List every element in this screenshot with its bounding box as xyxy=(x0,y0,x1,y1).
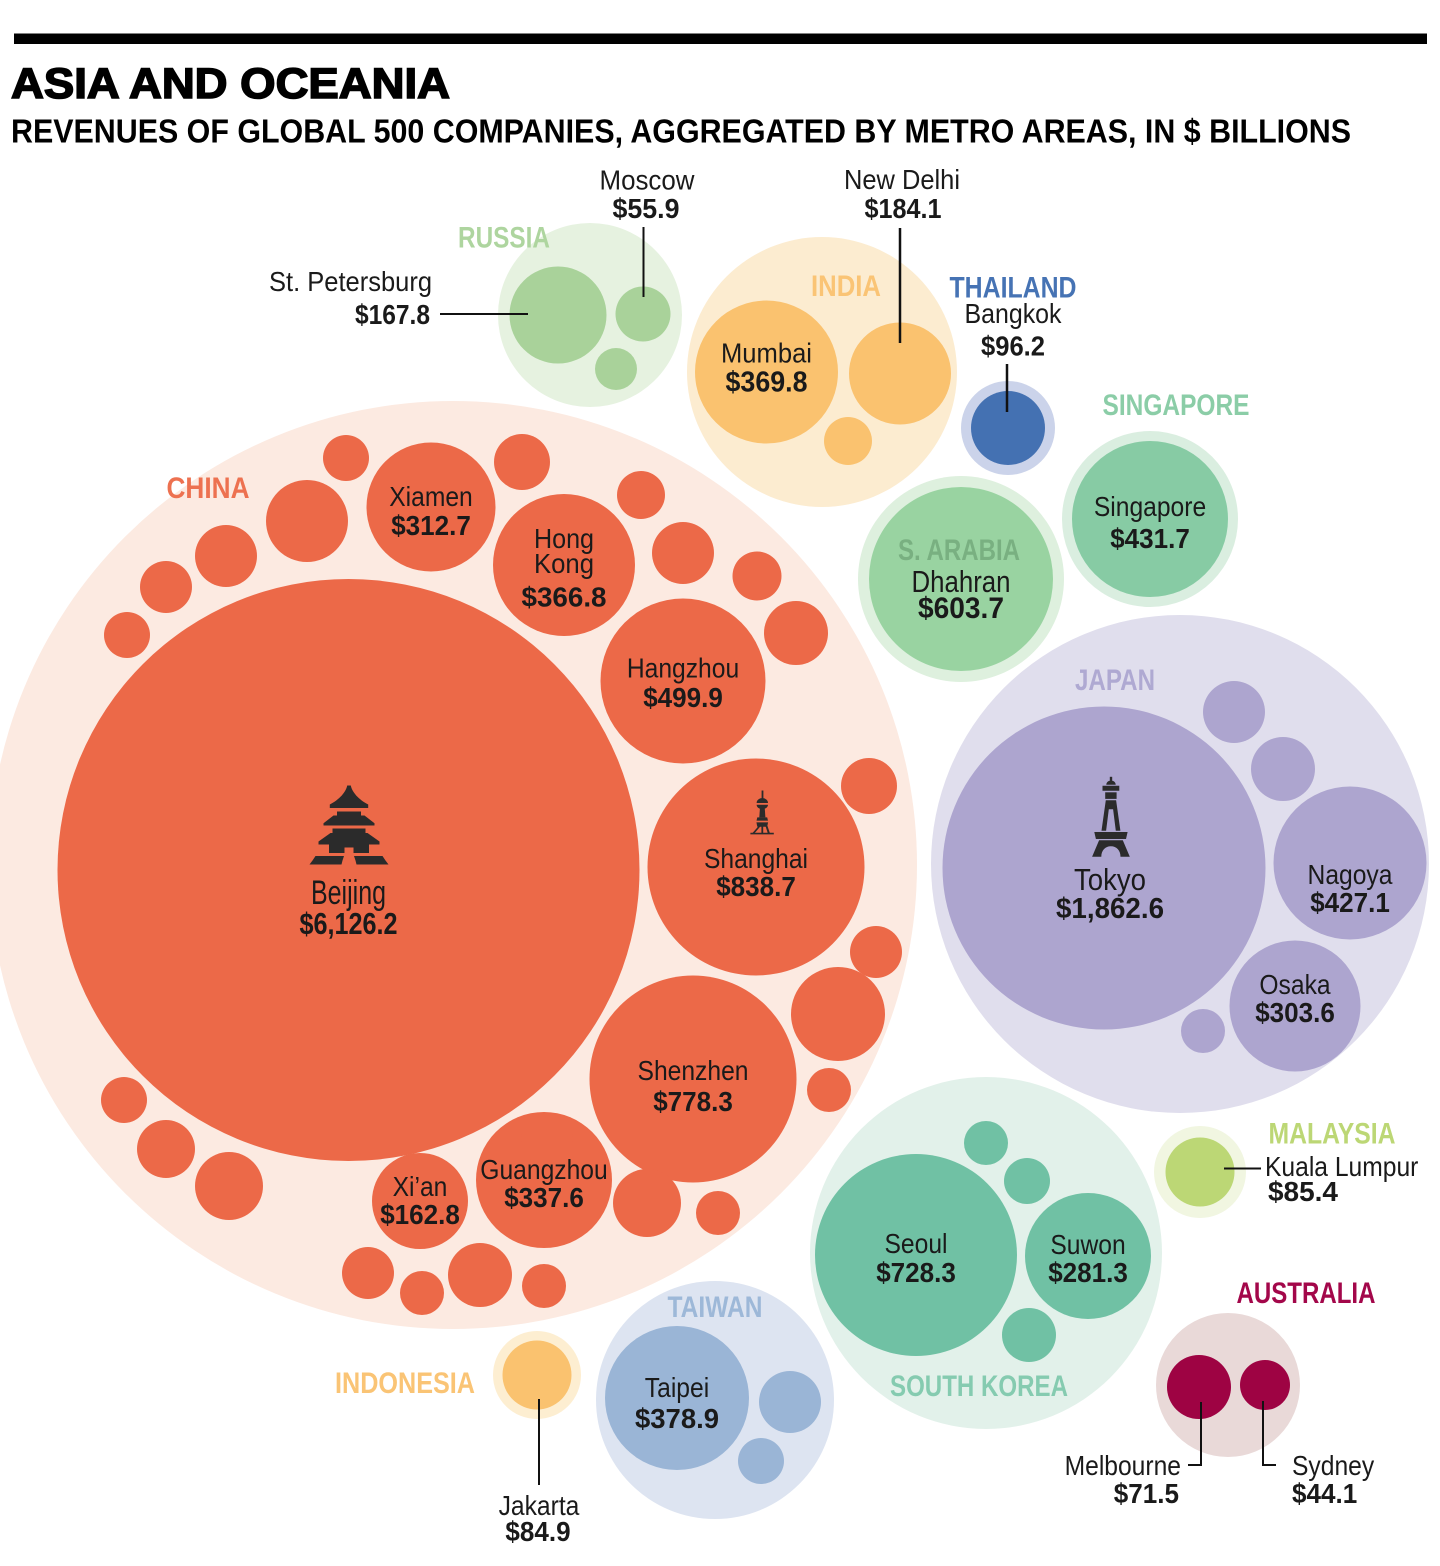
svg-text:Taipei: Taipei xyxy=(645,1372,709,1403)
svg-text:Kuala Lumpur: Kuala Lumpur xyxy=(1265,1151,1418,1182)
svg-text:Sydney: Sydney xyxy=(1292,1450,1374,1481)
svg-text:Kong: Kong xyxy=(534,548,594,579)
svg-text:Suwon: Suwon xyxy=(1050,1229,1125,1260)
svg-text:RUSSIA: RUSSIA xyxy=(458,222,550,255)
svg-text:New Delhi: New Delhi xyxy=(844,164,960,195)
svg-text:Xi’an: Xi’an xyxy=(393,1171,448,1202)
svg-text:$778.3: $778.3 xyxy=(653,1086,733,1117)
svg-text:Bangkok: Bangkok xyxy=(965,298,1063,329)
svg-text:$378.9: $378.9 xyxy=(635,1403,719,1434)
svg-text:$167.8: $167.8 xyxy=(355,299,430,330)
svg-text:Beijing: Beijing xyxy=(311,874,386,912)
svg-text:$838.7: $838.7 xyxy=(716,871,796,902)
svg-text:$184.1: $184.1 xyxy=(865,193,942,224)
svg-text:$427.1: $427.1 xyxy=(1310,887,1390,918)
svg-text:St. Petersburg: St. Petersburg xyxy=(269,266,432,297)
svg-text:Shanghai: Shanghai xyxy=(704,843,808,874)
svg-text:$44.1: $44.1 xyxy=(1292,1478,1357,1509)
svg-text:REVENUES OF GLOBAL 500 COMPANI: REVENUES OF GLOBAL 500 COMPANIES, AGGREG… xyxy=(11,113,1351,150)
svg-text:Osaka: Osaka xyxy=(1259,969,1331,1000)
svg-text:$1,862.6: $1,862.6 xyxy=(1056,893,1164,925)
svg-text:$603.7: $603.7 xyxy=(918,592,1004,625)
svg-text:JAPAN: JAPAN xyxy=(1075,664,1155,697)
svg-text:$96.2: $96.2 xyxy=(981,331,1045,362)
svg-text:$162.8: $162.8 xyxy=(380,1199,460,1230)
svg-text:S. ARABIA: S. ARABIA xyxy=(898,534,1020,567)
svg-text:ASIA AND OCEANIA: ASIA AND OCEANIA xyxy=(11,60,450,108)
svg-text:$337.6: $337.6 xyxy=(504,1182,584,1213)
svg-text:$728.3: $728.3 xyxy=(876,1257,956,1288)
svg-text:Melbourne: Melbourne xyxy=(1065,1450,1181,1481)
svg-text:$431.7: $431.7 xyxy=(1110,523,1190,554)
svg-text:$303.6: $303.6 xyxy=(1255,997,1335,1028)
svg-text:Dhahran: Dhahran xyxy=(912,564,1011,599)
svg-text:$6,126.2: $6,126.2 xyxy=(300,906,398,941)
svg-text:$281.3: $281.3 xyxy=(1048,1257,1128,1288)
svg-text:$366.8: $366.8 xyxy=(522,582,607,613)
svg-text:Hong: Hong xyxy=(534,523,594,554)
svg-text:Singapore: Singapore xyxy=(1094,491,1206,522)
svg-text:Mumbai: Mumbai xyxy=(721,338,812,369)
svg-text:$85.4: $85.4 xyxy=(1268,1176,1338,1207)
svg-text:INDONESIA: INDONESIA xyxy=(335,1367,475,1400)
svg-text:AUSTRALIA: AUSTRALIA xyxy=(1237,1277,1376,1310)
svg-text:THAILAND: THAILAND xyxy=(950,272,1077,305)
svg-text:$499.9: $499.9 xyxy=(643,682,723,713)
svg-text:Shenzhen: Shenzhen xyxy=(638,1055,749,1086)
svg-text:Moscow: Moscow xyxy=(600,165,696,196)
svg-text:$84.9: $84.9 xyxy=(505,1516,570,1547)
svg-text:$55.9: $55.9 xyxy=(613,193,680,224)
svg-text:Jakarta: Jakarta xyxy=(499,1490,580,1521)
svg-text:$312.7: $312.7 xyxy=(391,510,471,541)
svg-text:Tokyo: Tokyo xyxy=(1074,862,1146,897)
svg-text:Nagoya: Nagoya xyxy=(1308,859,1393,890)
svg-text:SOUTH KOREA: SOUTH KOREA xyxy=(890,1370,1068,1403)
svg-text:Xiamen: Xiamen xyxy=(389,481,473,512)
svg-text:MALAYSIA: MALAYSIA xyxy=(1269,1118,1396,1151)
svg-text:$369.8: $369.8 xyxy=(726,367,808,399)
svg-text:INDIA: INDIA xyxy=(811,270,881,303)
svg-text:$71.5: $71.5 xyxy=(1114,1478,1179,1509)
svg-text:SINGAPORE: SINGAPORE xyxy=(1103,389,1250,422)
svg-text:Seoul: Seoul xyxy=(885,1228,948,1259)
svg-text:Hangzhou: Hangzhou xyxy=(627,653,739,684)
svg-text:TAIWAN: TAIWAN xyxy=(668,1291,763,1324)
svg-text:Guangzhou: Guangzhou xyxy=(480,1154,607,1185)
svg-text:CHINA: CHINA xyxy=(167,472,250,505)
